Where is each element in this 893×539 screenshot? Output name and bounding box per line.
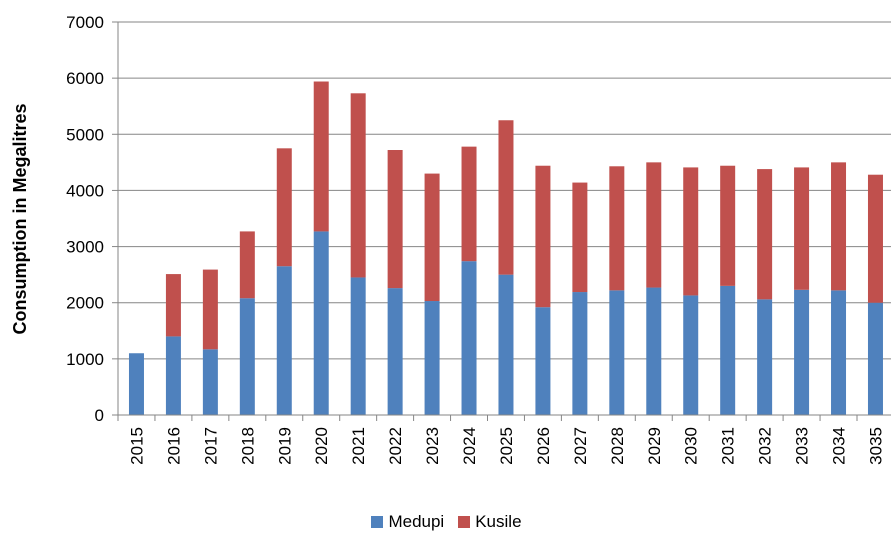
x-tick-label: 2020 [312,427,331,465]
bar-medupi-2025 [498,274,514,415]
bar-kusile-2031 [720,165,736,286]
bar-medupi-3035 [867,302,883,415]
bar-medupi-2019 [276,266,292,415]
bar-medupi-2031 [720,285,736,415]
bar-kusile-2023 [424,173,440,302]
y-tick-label: 4000 [66,181,104,200]
bar-kusile-2021 [350,93,366,278]
legend-swatch-kusile [458,516,471,528]
bar-medupi-2021 [350,277,366,415]
bar-medupi-2022 [387,288,403,415]
bar-kusile-2017 [202,269,218,350]
bars [128,81,883,415]
bar-kusile-2019 [276,148,292,267]
bar-kusile-2016 [165,274,181,337]
bar-kusile-3035 [867,174,883,303]
x-tick-label: 2019 [275,427,294,465]
bar-medupi-2032 [757,299,773,415]
y-tick-label: 3000 [66,238,104,257]
x-tick-label: 2026 [534,427,553,465]
y-tick-label: 7000 [66,13,104,32]
x-tick-label: 2029 [645,427,664,465]
bar-medupi-2034 [831,290,847,415]
bar-medupi-2017 [202,349,218,415]
bar-medupi-2020 [313,231,329,415]
legend-item-kusile: Kusile [458,512,522,532]
legend-swatch-medupi [371,516,384,528]
bar-medupi-2027 [572,292,588,415]
y-tick-label: 0 [95,406,104,425]
bar-kusile-2032 [757,169,773,300]
legend-label-medupi: Medupi [388,512,445,531]
bar-medupi-2033 [794,289,810,415]
bar-medupi-2028 [609,290,625,415]
bar-medupi-2018 [239,298,255,415]
bar-kusile-2022 [387,150,403,289]
x-tick-label: 2028 [608,427,627,465]
y-tick-labels: 0 1000 2000 3000 4000 5000 6000 7000 [66,13,104,425]
x-tick-label: 2024 [460,427,479,465]
bar-kusile-2024 [461,146,477,262]
x-tick-label: 2017 [201,427,220,465]
y-tick-label: 2000 [66,294,104,313]
bar-medupi-2030 [683,295,699,415]
x-tick-label: 2034 [830,427,849,465]
bar-kusile-2030 [683,167,699,296]
bar-medupi-2024 [461,261,477,415]
x-tick-labels: 2015 2016 2017 2018 2019 2020 2021 2022 2023 2024… [127,427,885,465]
x-tick-label: 2015 [127,427,146,465]
bar-kusile-2018 [239,231,255,299]
bar-medupi-2015 [128,353,144,415]
bar-kusile-2034 [831,162,847,291]
bar-kusile-2026 [535,165,551,308]
x-tick-label: 2030 [682,427,701,465]
x-tick-label: 2031 [719,427,738,465]
axes [112,21,891,421]
x-tick-label: 2027 [571,427,590,465]
bar-kusile-2028 [609,166,625,291]
bar-kusile-2025 [498,120,514,275]
x-tick-label: 2025 [497,427,516,465]
x-tick-label: 3035 [866,427,885,465]
x-tick-label: 2018 [238,427,257,465]
bar-kusile-2033 [794,167,810,290]
x-tick-label: 2016 [164,427,183,465]
x-tick-label: 2033 [793,427,812,465]
legend-item-medupi: Medupi [371,512,444,532]
x-tick-label: 2022 [386,427,405,465]
y-tick-label: 5000 [66,125,104,144]
bar-medupi-2029 [646,287,662,415]
bar-medupi-2023 [424,301,440,415]
y-axis-title: Consumption in Megalitres [10,103,30,334]
bar-medupi-2026 [535,307,551,415]
y-tick-label: 1000 [66,350,104,369]
legend-label-kusile: Kusile [475,512,522,531]
bar-medupi-2016 [165,336,181,415]
bar-kusile-2029 [646,162,662,288]
y-tick-label: 6000 [66,69,104,88]
bar-kusile-2020 [313,81,329,232]
bar-kusile-2027 [572,182,588,293]
x-tick-label: 2023 [423,427,442,465]
x-tick-label: 2021 [349,427,368,465]
legend: Medupi Kusile [0,510,893,534]
x-tick-label: 2032 [756,427,775,465]
